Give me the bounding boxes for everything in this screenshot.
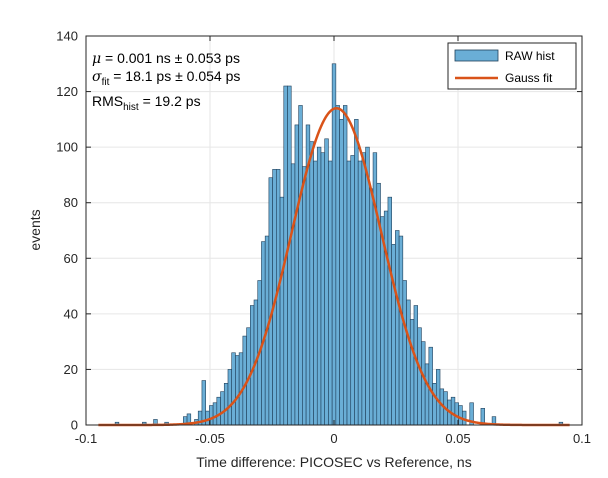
x-tick-label: -0.1 bbox=[75, 431, 97, 446]
mu-symbol: μ bbox=[92, 51, 101, 67]
histogram-bar bbox=[398, 235, 404, 426]
histogram-bar bbox=[328, 160, 333, 426]
histogram-bar bbox=[417, 327, 422, 426]
y-tick-label: 40 bbox=[64, 306, 78, 321]
histogram-bar bbox=[346, 160, 352, 426]
x-tick-label: 0.1 bbox=[573, 431, 591, 446]
legend-hist-label: RAW hist bbox=[505, 49, 555, 63]
histogram-bar bbox=[354, 119, 359, 426]
sigma-annotation: σfit = 18.1 ps ± 0.054 ps bbox=[92, 68, 240, 88]
histogram-bars bbox=[114, 63, 564, 426]
x-ticks: -0.1 -0.05 0 0.05 0.1 bbox=[75, 36, 591, 446]
legend-hist-swatch bbox=[454, 49, 499, 62]
histogram-bar bbox=[432, 383, 437, 426]
sigma-text: = 18.1 ps ± 0.054 ps bbox=[109, 68, 240, 84]
rms-symbol: RMS bbox=[92, 93, 123, 109]
histogram-bar bbox=[294, 124, 299, 426]
x-tick-label: 0.05 bbox=[445, 431, 470, 446]
histogram-bar bbox=[302, 166, 307, 426]
histogram-bar bbox=[387, 196, 392, 426]
x-axis-label: Time difference: PICOSEC vs Reference, n… bbox=[196, 454, 471, 470]
sigma-symbol: σ bbox=[92, 69, 102, 85]
histogram-bar bbox=[335, 105, 340, 426]
sigma-subscript: fit bbox=[102, 77, 110, 88]
y-tick-label: 100 bbox=[56, 140, 78, 155]
histogram-bar bbox=[342, 105, 348, 426]
histogram-bar bbox=[242, 335, 247, 426]
y-tick-label: 120 bbox=[56, 84, 78, 99]
y-axis-label: events bbox=[27, 209, 43, 250]
mu-text: = 0.001 ns ± 0.053 ps bbox=[101, 50, 240, 66]
histogram-bar bbox=[235, 355, 240, 426]
histogram-bar bbox=[309, 141, 314, 426]
histogram-bar bbox=[212, 402, 218, 426]
y-ticks: 0 20 40 60 80 100 120 140 bbox=[56, 29, 582, 433]
histogram-bar bbox=[458, 405, 463, 426]
y-tick-label: 60 bbox=[64, 251, 78, 266]
histogram-bar bbox=[287, 85, 292, 426]
histogram-bar bbox=[201, 380, 206, 426]
histogram-bar bbox=[205, 410, 210, 426]
histogram-bar bbox=[324, 138, 329, 426]
histogram-bar bbox=[298, 105, 303, 426]
histogram-bar bbox=[268, 177, 273, 426]
y-tick-label: 80 bbox=[64, 195, 78, 210]
legend: RAW hist Gauss fit bbox=[447, 42, 577, 90]
rms-annotation: RMShist = 19.2 ps bbox=[92, 93, 201, 113]
mu-annotation: μ = 0.001 ns ± 0.053 ps bbox=[92, 50, 240, 67]
statistics-annotations: μ = 0.001 ns ± 0.053 ps σfit = 18.1 ps ±… bbox=[92, 50, 240, 113]
histogram-bar bbox=[231, 352, 236, 426]
histogram-bar bbox=[220, 391, 225, 426]
histogram-bar bbox=[279, 196, 285, 426]
histogram-bar bbox=[216, 396, 221, 426]
gauss-fit-curve bbox=[98, 106, 570, 427]
histogram-bar bbox=[320, 152, 326, 426]
gauss-fit-line bbox=[98, 106, 570, 427]
y-tick-label: 20 bbox=[64, 362, 78, 377]
histogram-bar bbox=[402, 280, 407, 426]
y-tick-label: 0 bbox=[71, 418, 78, 433]
histogram-bar bbox=[290, 163, 296, 426]
histogram-bar bbox=[369, 188, 374, 426]
x-tick-label: -0.05 bbox=[195, 431, 225, 446]
y-tick-label: 140 bbox=[56, 29, 78, 44]
histogram-bar bbox=[372, 152, 378, 426]
histogram-bar bbox=[424, 363, 430, 426]
histogram-bar bbox=[365, 146, 370, 426]
histogram-bar bbox=[391, 244, 396, 426]
histogram-bar bbox=[339, 119, 344, 426]
histogram-bar bbox=[316, 146, 322, 426]
legend-fit-label: Gauss fit bbox=[505, 71, 553, 85]
histogram-bar bbox=[361, 152, 366, 426]
histogram-bar bbox=[357, 160, 363, 426]
histogram-bar bbox=[313, 160, 318, 426]
histogram-bar bbox=[350, 155, 355, 426]
histogram-bar bbox=[227, 369, 232, 426]
histogram-bar bbox=[331, 63, 337, 426]
rms-subscript: hist bbox=[123, 102, 139, 113]
histogram-bar bbox=[450, 396, 456, 426]
histogram-bar bbox=[409, 319, 415, 426]
rms-text: = 19.2 ps bbox=[139, 93, 201, 109]
histogram-bar bbox=[223, 383, 229, 426]
histogram-bar bbox=[406, 299, 411, 426]
x-tick-label: 0 bbox=[330, 431, 337, 446]
histogram-bar bbox=[421, 341, 426, 426]
histogram-bar bbox=[395, 230, 400, 426]
